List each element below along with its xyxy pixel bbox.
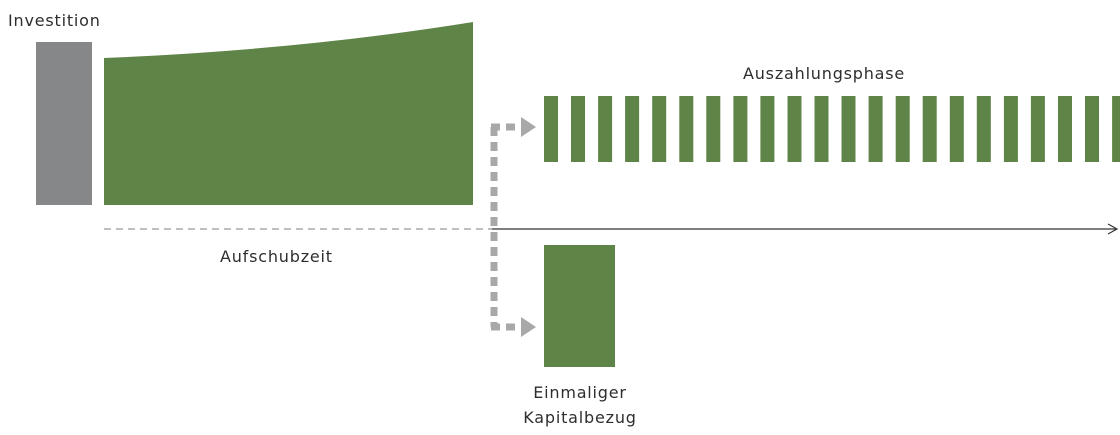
connector-bottom-arrowhead [521,317,536,337]
lump-sum-label: Einmaliger Kapitalbezug [485,380,675,430]
payout-bar [1085,96,1099,162]
lump-sum-label-line2: Kapitalbezug [523,408,637,427]
payout-bar [625,96,640,162]
payout-bar [949,96,964,162]
payout-bar [1112,96,1120,162]
payout-bar [760,96,775,162]
payout-bar [976,96,991,162]
lump-sum-label-line1: Einmaliger [533,383,627,402]
payout-bar [544,96,558,162]
payout-bar [895,96,910,162]
payout-bar [1058,96,1072,162]
payout-bar [1030,96,1045,162]
investment-label: Investition [8,11,101,30]
payout-bar [841,96,856,162]
time-axis-arrowhead [1107,223,1119,235]
payout-phase-label: Auszahlungsphase [743,64,906,83]
investment-bar [36,42,92,205]
payout-bar [652,96,667,162]
deferral-period-label: Aufschubzeit [220,247,333,266]
payout-bar [598,96,613,162]
payout-bar [571,96,585,162]
deferral-growth-area [104,22,473,205]
decision-connector [490,117,536,337]
connector-top-arrowhead [521,117,536,137]
payout-bar [922,96,937,162]
payout-bar [706,96,721,162]
payout-bar [679,96,694,162]
lump-sum-bar [544,245,615,367]
payout-bars [544,96,1120,162]
payout-bar [733,96,748,162]
payout-bar [868,96,883,162]
payout-bar [814,96,829,162]
payout-bar [787,96,802,162]
payout-bar [1003,96,1018,162]
